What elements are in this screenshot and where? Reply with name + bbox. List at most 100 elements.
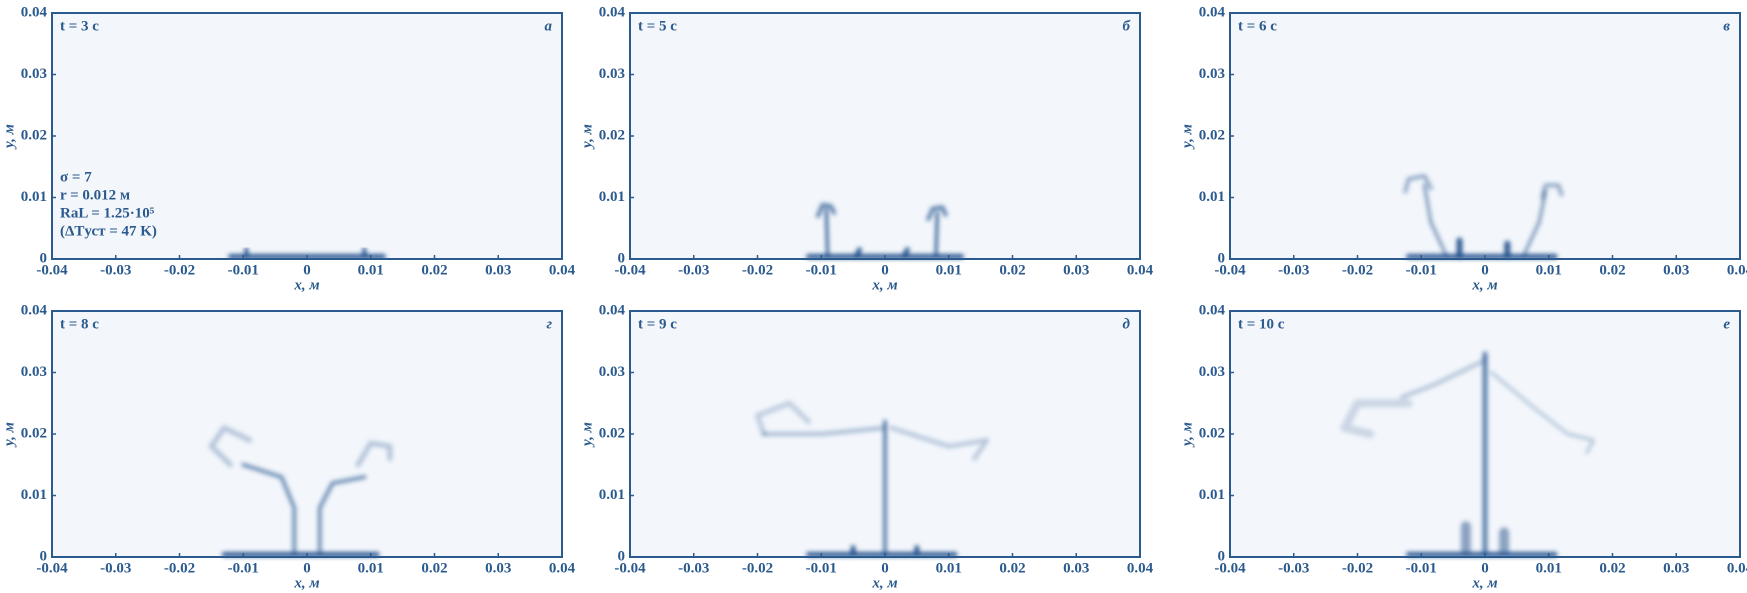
x-axis-label: x, м [1471, 277, 1497, 293]
x-tick-label: 0.02 [1599, 560, 1625, 576]
y-tick-label: 0 [618, 250, 626, 266]
x-tick-label: 0.03 [485, 262, 511, 278]
time-label: t = 5 с [638, 18, 677, 34]
plume [816, 202, 836, 218]
y-tick-label: 0.01 [1199, 189, 1225, 205]
plume [755, 400, 811, 437]
y-tick-label: 0.03 [1199, 66, 1225, 82]
y-tick-label: 0.02 [599, 127, 625, 143]
x-tick-label: 0.01 [936, 262, 962, 278]
y-tick-label: 0.04 [21, 302, 48, 318]
plume [889, 425, 989, 461]
x-tick-label: 0.04 [1127, 262, 1154, 278]
y-tick-label: 0.04 [599, 302, 626, 318]
x-tick-label: 0.04 [1727, 262, 1747, 278]
x-tick-label: -0.03 [678, 560, 709, 576]
y-tick-label: 0.03 [21, 66, 47, 82]
x-tick-label: -0.04 [1214, 560, 1246, 576]
y-tick-label: 0.04 [21, 4, 48, 20]
x-axis-label: x, м [1471, 575, 1497, 591]
plume [934, 211, 939, 259]
panel-letter: е [1723, 316, 1730, 332]
x-tick-label: 0 [1481, 560, 1489, 576]
x-tick-label: 0 [1481, 262, 1489, 278]
plume [853, 247, 862, 260]
y-tick-label: 0.02 [1199, 425, 1225, 441]
panel-letter: в [1723, 18, 1730, 34]
x-tick-label: 0.03 [485, 560, 511, 576]
plume [1489, 371, 1595, 454]
y-tick-label: 0.01 [21, 487, 47, 503]
x-tick-label: 0 [881, 560, 889, 576]
x-axis-label: x, м [871, 575, 897, 591]
x-tick-label: 0.01 [1536, 262, 1562, 278]
y-tick-label: 0 [618, 548, 626, 564]
x-tick-label: 0.03 [1663, 560, 1689, 576]
panel-letter: б [1123, 18, 1131, 34]
x-tick-label: -0.02 [1342, 262, 1373, 278]
x-tick-label: -0.01 [228, 560, 259, 576]
x-tick-label: -0.01 [1406, 560, 1437, 576]
panel-letter: д [1123, 316, 1131, 332]
plume [1403, 173, 1433, 194]
y-axis-label: y, м [1, 124, 17, 150]
y-tick-label: 0.01 [599, 189, 625, 205]
y-tick-label: 0.03 [599, 364, 625, 380]
x-tick-label: 0.02 [1599, 262, 1625, 278]
x-tick-label: 0.02 [999, 262, 1025, 278]
x-tick-label: -0.02 [742, 560, 773, 576]
y-axis-label: y, м [1, 422, 17, 448]
plume [1540, 183, 1564, 200]
y-tick-label: 0.02 [21, 425, 47, 441]
x-axis-label: x, м [871, 277, 897, 293]
plume [1340, 399, 1413, 438]
x-tick-label: -0.02 [1342, 560, 1373, 576]
parameter-note: (ΔTуст = 47 K) [60, 223, 157, 239]
x-tick-label: 0.04 [549, 560, 576, 576]
x-tick-label: -0.02 [164, 560, 195, 576]
x-tick-label: 0.01 [358, 262, 384, 278]
field [1340, 351, 1595, 558]
x-tick-label: -0.04 [36, 262, 68, 278]
x-tick-label: -0.01 [228, 262, 259, 278]
y-tick-label: 0.02 [1199, 127, 1225, 143]
field [208, 425, 393, 558]
parameter-note: r = 0.012 м [60, 187, 130, 203]
x-tick-label: 0.03 [1663, 262, 1689, 278]
y-tick-label: 0.01 [1199, 487, 1225, 503]
parameter-note: RaL = 1.25·10⁵ [60, 205, 155, 221]
plot-background [52, 311, 562, 557]
x-tick-label: -0.04 [614, 560, 646, 576]
panel-letter: а [545, 18, 553, 34]
x-tick-label: 0.03 [1063, 262, 1089, 278]
plume [761, 425, 887, 436]
y-axis-label: y, м [1179, 422, 1195, 448]
y-tick-label: 0.01 [599, 487, 625, 503]
plume [901, 247, 910, 260]
x-tick-label: -0.02 [742, 262, 773, 278]
x-tick-label: 0.04 [1127, 560, 1154, 576]
y-axis-label: y, м [579, 124, 595, 150]
y-tick-label: 0.03 [599, 66, 625, 82]
x-tick-label: 0 [881, 262, 889, 278]
y-tick-label: 0.02 [21, 127, 47, 143]
plume [317, 475, 367, 557]
x-tick-label: -0.03 [1278, 262, 1309, 278]
x-tick-label: -0.03 [100, 560, 131, 576]
time-label: t = 10 с [1238, 316, 1285, 332]
x-axis-label: x, м [293, 575, 319, 591]
y-tick-label: 0 [1218, 250, 1226, 266]
x-tick-label: 0 [303, 560, 311, 576]
time-label: t = 3 с [60, 18, 99, 34]
plume [1422, 183, 1449, 259]
y-tick-label: 0.02 [599, 425, 625, 441]
x-tick-label: -0.01 [1406, 262, 1437, 278]
x-tick-label: 0.01 [936, 560, 962, 576]
x-tick-label: -0.02 [164, 262, 195, 278]
x-tick-label: -0.03 [1278, 560, 1309, 576]
x-tick-label: 0 [303, 262, 311, 278]
y-tick-label: 0 [40, 548, 48, 564]
x-axis-label: x, м [293, 277, 319, 293]
x-tick-label: -0.03 [100, 262, 131, 278]
plume [241, 462, 297, 557]
